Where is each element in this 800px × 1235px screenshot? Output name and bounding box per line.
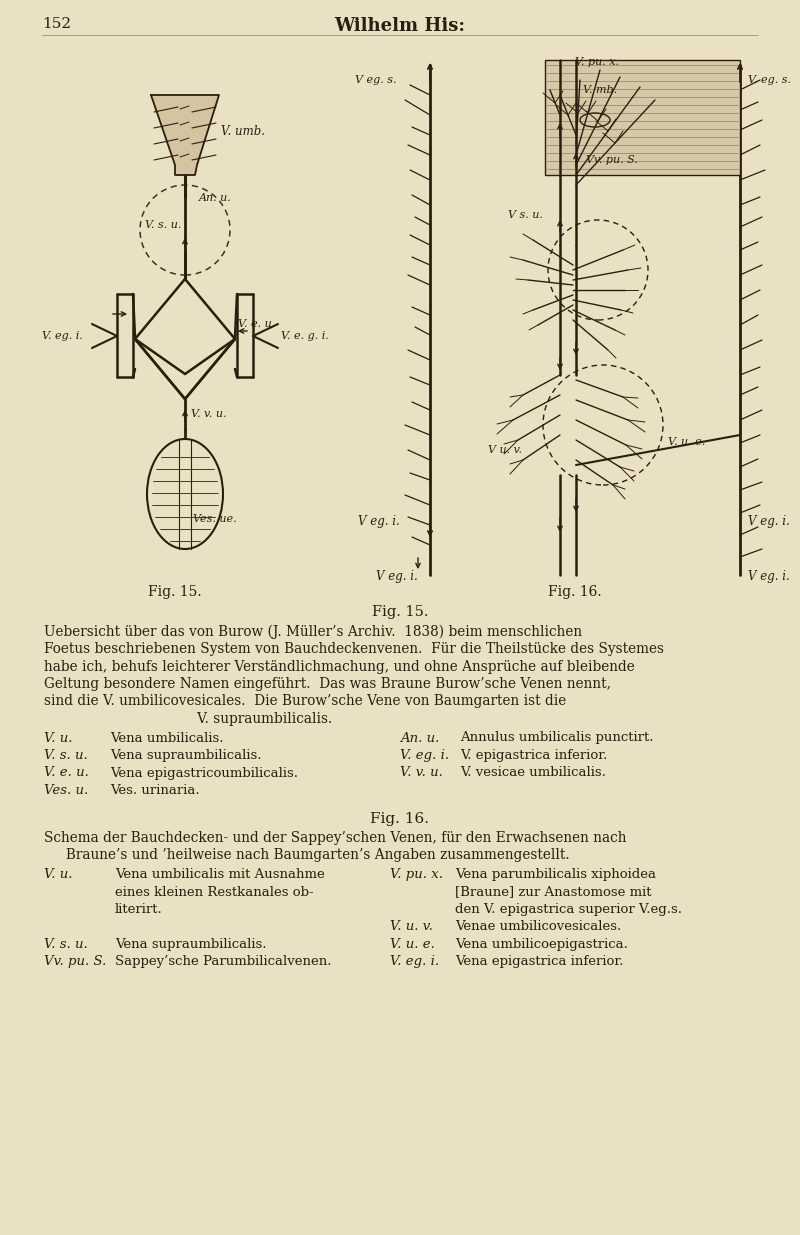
Text: den V. epigastrica superior V.eg.s.: den V. epigastrica superior V.eg.s. [455, 903, 682, 916]
Text: Vv. pu. S.: Vv. pu. S. [44, 956, 106, 968]
Text: V. supraumbilicalis.: V. supraumbilicalis. [44, 713, 332, 726]
Text: V. s. u.: V. s. u. [44, 939, 88, 951]
Text: V. pu. x.: V. pu. x. [575, 57, 619, 67]
Text: V. eg. i.: V. eg. i. [400, 748, 449, 762]
Text: V. epigastrica inferior.: V. epigastrica inferior. [460, 748, 607, 762]
Text: Ves. ue.: Ves. ue. [193, 514, 237, 524]
Polygon shape [151, 95, 219, 175]
Text: V. pu. x.: V. pu. x. [390, 868, 443, 881]
Text: Uebersicht über das von Burow (J. Müller’s Archiv.  1838) beim menschlichen: Uebersicht über das von Burow (J. Müller… [44, 625, 582, 638]
Text: V. e. u.: V. e. u. [44, 767, 89, 779]
Text: V. u. v.: V. u. v. [390, 920, 433, 934]
Text: Vena epigastrica inferior.: Vena epigastrica inferior. [455, 956, 623, 968]
Text: eines kleinen Restkanales ob-: eines kleinen Restkanales ob- [115, 885, 314, 899]
Text: Venae umbilicovesicales.: Venae umbilicovesicales. [455, 920, 622, 934]
Text: V eg. i.: V eg. i. [748, 571, 790, 583]
Text: V. e. g. i.: V. e. g. i. [281, 331, 329, 341]
Text: Vena epigastricoumbilicalis.: Vena epigastricoumbilicalis. [110, 767, 298, 779]
Text: V. v. u.: V. v. u. [400, 767, 443, 779]
Text: Annulus umbilicalis punctirt.: Annulus umbilicalis punctirt. [460, 731, 654, 745]
Text: Fig. 16.: Fig. 16. [370, 811, 430, 825]
Text: V. eg. i.: V. eg. i. [42, 331, 82, 341]
Text: V. u. e.: V. u. e. [668, 437, 706, 447]
Text: V. vesicae umbilicalis.: V. vesicae umbilicalis. [460, 767, 606, 779]
Text: Ves. urinaria.: Ves. urinaria. [110, 784, 200, 797]
Text: Sappey’sche Parumbilicalvenen.: Sappey’sche Parumbilicalvenen. [115, 956, 331, 968]
Text: V u. v.: V u. v. [488, 445, 522, 454]
Text: Braune’s und ’heilweise nach Baumgarten’s Angaben zusammengestellt.: Braune’s und ’heilweise nach Baumgarten’… [44, 848, 570, 862]
Text: Foetus beschriebenen System von Bauchdeckenvenen.  Für die Theilstücke des Syste: Foetus beschriebenen System von Bauchdec… [44, 642, 664, 656]
Text: V s. u.: V s. u. [508, 210, 543, 220]
Text: [Braune] zur Anastomose mit: [Braune] zur Anastomose mit [455, 885, 651, 899]
Text: literirt.: literirt. [115, 903, 162, 916]
Text: V. u. e.: V. u. e. [390, 939, 435, 951]
Text: 152: 152 [42, 17, 71, 31]
Text: Fig. 15.: Fig. 15. [372, 605, 428, 619]
Text: V. s. u.: V. s. u. [44, 748, 88, 762]
Text: V. u.: V. u. [44, 731, 73, 745]
Text: V. eg. s.: V. eg. s. [748, 75, 791, 85]
Text: Vv. pu. S.: Vv. pu. S. [586, 156, 638, 165]
Text: Vena supraumbilicalis.: Vena supraumbilicalis. [110, 748, 262, 762]
Text: Vena umbilicoepigastrica.: Vena umbilicoepigastrica. [455, 939, 628, 951]
Text: Ves. u.: Ves. u. [44, 784, 88, 797]
Text: V eg. i.: V eg. i. [358, 515, 400, 529]
Text: V. v. u.: V. v. u. [191, 409, 226, 419]
Text: V eg. s.: V eg. s. [355, 75, 397, 85]
Text: Vena umbilicalis mit Ausnahme: Vena umbilicalis mit Ausnahme [115, 868, 325, 881]
Text: V. u.: V. u. [44, 868, 73, 881]
Text: V. s. u.: V. s. u. [145, 220, 182, 230]
Text: Geltung besondere Namen eingeführt.  Das was Braune Burow’sche Venen nennt,: Geltung besondere Namen eingeführt. Das … [44, 677, 611, 692]
Text: Wilhelm His:: Wilhelm His: [334, 17, 466, 35]
Polygon shape [545, 61, 740, 175]
Text: V. umb.: V. umb. [221, 125, 265, 138]
Text: sind die V. umbilicovesicales.  Die Burow’sche Vene von Baumgarten ist die: sind die V. umbilicovesicales. Die Burow… [44, 694, 566, 709]
Text: V. e. u.: V. e. u. [238, 319, 275, 329]
Text: V eg. i.: V eg. i. [376, 571, 418, 583]
Text: An. u.: An. u. [400, 731, 439, 745]
Text: Schema der Bauchdecken- und der Sappey’schen Venen, für den Erwachsenen nach: Schema der Bauchdecken- und der Sappey’s… [44, 831, 626, 845]
Text: Vena supraumbilicalis.: Vena supraumbilicalis. [115, 939, 266, 951]
Text: Fig. 16.: Fig. 16. [548, 585, 602, 599]
Text: habe ich, behufs leichterer Verständlichmachung, und ohne Ansprüche auf bleibend: habe ich, behufs leichterer Verständlich… [44, 659, 634, 673]
Text: Fig. 15.: Fig. 15. [148, 585, 202, 599]
Text: V. mb.: V. mb. [583, 85, 617, 95]
Text: V eg. i.: V eg. i. [748, 515, 790, 529]
Text: V. eg. i.: V. eg. i. [390, 956, 439, 968]
Text: Vena umbilicalis.: Vena umbilicalis. [110, 731, 223, 745]
Text: An. u.: An. u. [199, 193, 232, 203]
Text: Vena parumbilicalis xiphoidea: Vena parumbilicalis xiphoidea [455, 868, 656, 881]
